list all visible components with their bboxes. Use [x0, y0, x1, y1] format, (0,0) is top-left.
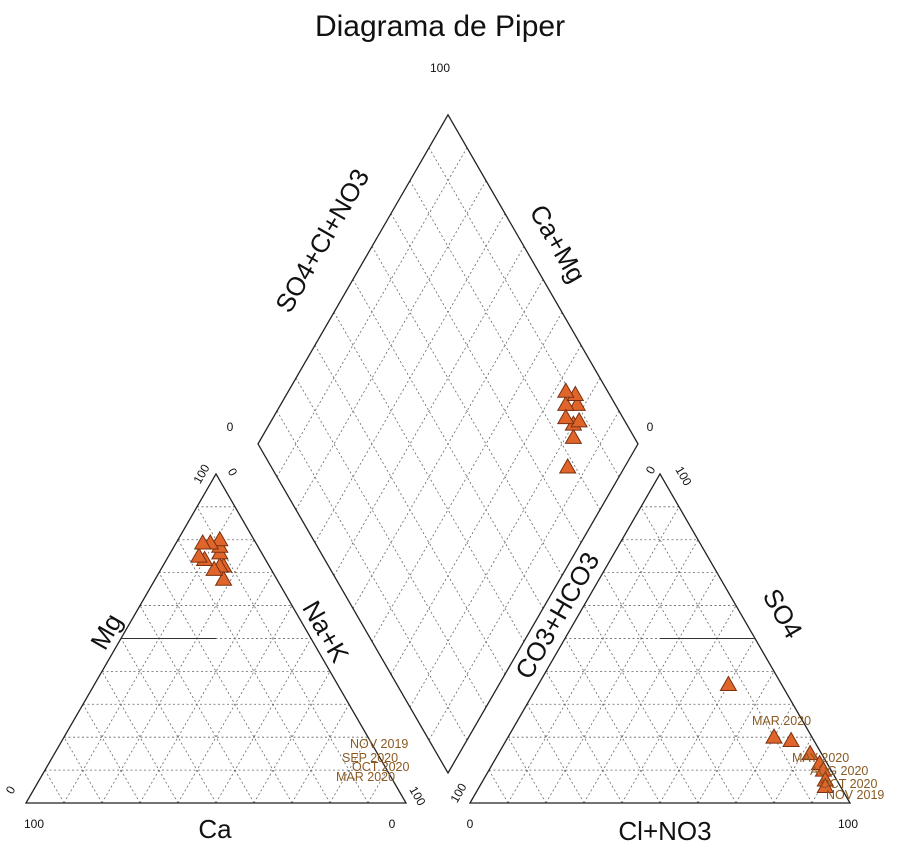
cation-triangle-grid-a — [158, 572, 293, 804]
diamond-grid-b — [276, 410, 468, 741]
cation-triangle-grid-a — [63, 736, 103, 804]
cation-point-label: OCT 2020 — [352, 760, 409, 774]
cation-triangle-grid-a — [101, 671, 179, 804]
anion-triangle-grid-a — [488, 769, 509, 804]
diamond-grid-b — [333, 312, 525, 642]
anion-triangle-grid-b — [545, 539, 699, 804]
diamond-tick-left: 0 — [227, 420, 234, 434]
anion-triangle-grid-b — [659, 638, 756, 804]
frames — [24, 113, 852, 804]
anion-triangle-grid-a — [602, 572, 737, 804]
anion-triangle-grid-b — [507, 506, 680, 804]
diamond-grid-a — [295, 180, 487, 510]
diamond-grid-b — [371, 246, 563, 576]
diamond-grid-a — [333, 246, 525, 576]
anion-point — [765, 728, 783, 744]
diamond-point — [556, 408, 575, 425]
diamond-grid-a — [314, 213, 506, 543]
anion-triangle-grid-b — [583, 572, 718, 804]
diamond-grid-b — [352, 279, 544, 609]
anion-tick-bottom-right: 100 — [838, 817, 858, 831]
cation-point-label: MAR 2020 — [336, 770, 395, 784]
diamond-frame — [257, 113, 639, 775]
cation-triangle-grid-b — [291, 704, 350, 804]
cation-tick-apex-right: 0 — [225, 466, 241, 479]
anion-point-label: OCT 2020 — [820, 777, 877, 791]
cation-triangle-grid-b — [253, 671, 331, 804]
anion-triangle-grid-a — [507, 736, 547, 804]
anion-point — [782, 731, 800, 747]
cation-point-label: SEP 2020 — [342, 751, 398, 765]
diamond-point — [568, 395, 587, 411]
data-points — [190, 382, 835, 794]
cation-bottom-label: Ca — [198, 814, 232, 844]
anion-tick-apex-left: 0 — [643, 463, 659, 476]
cation-point — [210, 530, 229, 547]
anion-triangle-grid-b — [697, 671, 775, 804]
diamond-grid-b — [409, 180, 601, 510]
cation-right-label: Na+K — [296, 596, 355, 669]
anion-point-label: MAR 2020 — [752, 714, 811, 728]
anion-triangle-grid-b — [735, 704, 794, 804]
anion-bottom-label: Cl+NO3 — [618, 816, 711, 846]
cation-point — [205, 560, 223, 576]
cation-triangle-grid-b — [215, 638, 312, 804]
cation-point-label: NOV 2019 — [350, 737, 408, 751]
diamond-point — [558, 457, 577, 474]
anion-tick-apex-right: 100 — [672, 464, 694, 489]
anion-tick-left-base: 100 — [447, 781, 469, 806]
diamond-grid-a — [428, 410, 620, 741]
cation-tick-right-base: 100 — [406, 784, 428, 809]
anion-triangle-grid-a — [640, 506, 813, 804]
anion-triangle-grid-a — [621, 539, 775, 804]
diamond-tick-top: 100 — [430, 61, 450, 75]
anion-point-label: MAY 2020 — [792, 751, 849, 765]
cation-point — [190, 547, 208, 563]
diamond-point — [564, 428, 583, 444]
anion-point — [801, 744, 819, 761]
anion-point — [719, 675, 738, 692]
anion-triangle-grid-a — [583, 605, 699, 804]
cation-tick-apex-left: 100 — [190, 462, 212, 487]
cation-point — [214, 570, 233, 586]
cation-triangle-grid-b — [367, 769, 388, 804]
anion-triangle-grid-a — [545, 671, 623, 804]
anion-triangle-grid-a — [526, 704, 585, 804]
cation-point — [193, 534, 212, 550]
anion-point-label: NOV 2019 — [826, 788, 884, 802]
diamond-point — [570, 411, 588, 428]
diamond-point — [556, 382, 575, 398]
diamond-grid-a — [409, 377, 601, 708]
grid-lines — [44, 147, 832, 804]
diamond-grid-a — [276, 147, 468, 478]
diamond-grid-a — [371, 312, 563, 642]
anion-tick-bottom-left: 0 — [467, 817, 474, 831]
anion-point — [816, 777, 835, 794]
diamond-upper-right-label: Ca+Mg — [524, 199, 592, 287]
anion-right-label: SO4 — [757, 583, 809, 643]
cation-triangle-grid-b — [139, 572, 274, 804]
diamond-tick-right: 0 — [647, 420, 654, 434]
diamond-upper-left-label: SO4+Cl+NO3 — [269, 164, 375, 318]
diamond-grid-b — [295, 377, 487, 708]
cation-tick-left-base: 0 — [3, 783, 19, 796]
cation-tick-bottom-right: 0 — [389, 817, 396, 831]
cation-triangle-grid-a — [44, 769, 65, 804]
cation-triangle-grid-a — [177, 539, 331, 804]
cation-tick-bottom-left: 100 — [24, 817, 44, 831]
cation-left-label: Mg — [84, 608, 128, 654]
cation-triangle-grid-b — [63, 506, 236, 804]
cation-triangle-grid-a — [120, 638, 217, 804]
anion-point-label: AUG 2020 — [810, 764, 868, 778]
anion-triangle-grid-a — [564, 638, 661, 804]
chart-title: Diagrama de Piper — [315, 10, 565, 43]
diamond-grid-b — [428, 147, 620, 478]
cation-triangle-grid-a — [82, 704, 141, 804]
diamond-grid-b — [390, 213, 582, 543]
